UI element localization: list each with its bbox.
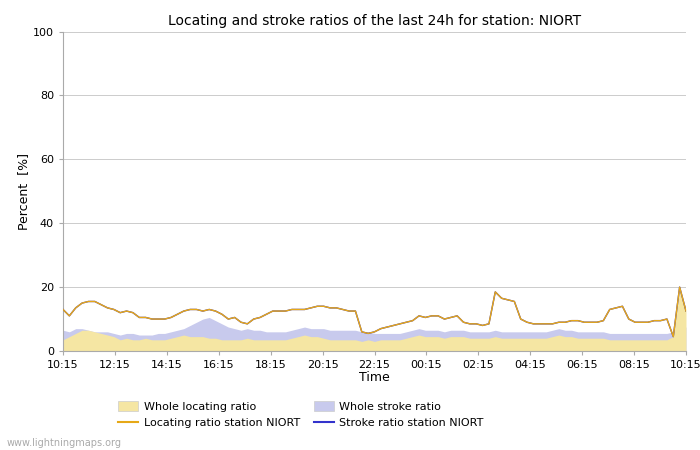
Text: www.lightningmaps.org: www.lightningmaps.org: [7, 438, 122, 448]
Legend: Whole locating ratio, Locating ratio station NIORT, Whole stroke ratio, Stroke r: Whole locating ratio, Locating ratio sta…: [118, 401, 484, 428]
Title: Locating and stroke ratios of the last 24h for station: NIORT: Locating and stroke ratios of the last 2…: [168, 14, 581, 27]
X-axis label: Time: Time: [359, 371, 390, 384]
Y-axis label: Percent  [%]: Percent [%]: [18, 153, 30, 230]
